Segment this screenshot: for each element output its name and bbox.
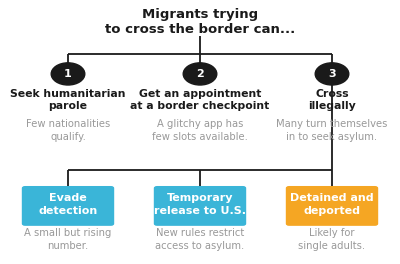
- Text: Detained and
deported: Detained and deported: [290, 194, 374, 216]
- Text: Get an appointment
at a border checkpoint: Get an appointment at a border checkpoin…: [130, 89, 270, 111]
- Text: Likely for
single adults.: Likely for single adults.: [298, 228, 366, 251]
- FancyBboxPatch shape: [286, 186, 378, 226]
- FancyBboxPatch shape: [22, 186, 114, 226]
- Text: 2: 2: [196, 69, 204, 79]
- FancyBboxPatch shape: [154, 186, 246, 226]
- Text: Many turn themselves
in to seek asylum.: Many turn themselves in to seek asylum.: [276, 119, 388, 142]
- Text: Temporary
release to U.S.: Temporary release to U.S.: [154, 194, 246, 216]
- Text: Cross
illegally: Cross illegally: [308, 89, 356, 111]
- Text: A small but rising
number.: A small but rising number.: [24, 228, 112, 251]
- Circle shape: [315, 63, 349, 85]
- Text: 1: 1: [64, 69, 72, 79]
- Circle shape: [183, 63, 217, 85]
- Text: Evade
detection: Evade detection: [38, 194, 98, 216]
- Text: Few nationalities
qualify.: Few nationalities qualify.: [26, 119, 110, 142]
- Text: 3: 3: [328, 69, 336, 79]
- Text: Migrants trying
to cross the border can...: Migrants trying to cross the border can.…: [105, 8, 295, 36]
- Circle shape: [51, 63, 85, 85]
- Text: A glitchy app has
few slots available.: A glitchy app has few slots available.: [152, 119, 248, 142]
- Text: Seek humanitarian
parole: Seek humanitarian parole: [10, 89, 126, 111]
- Text: New rules restrict
access to asylum.: New rules restrict access to asylum.: [155, 228, 245, 251]
